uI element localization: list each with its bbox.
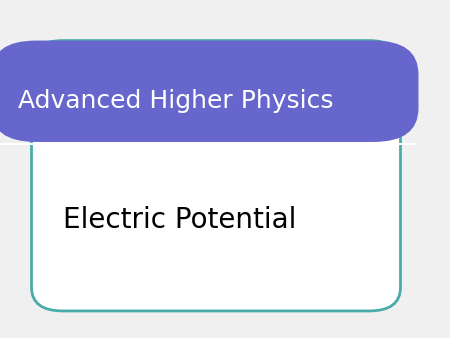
Text: Advanced Higher Physics: Advanced Higher Physics: [18, 89, 333, 114]
FancyBboxPatch shape: [0, 41, 418, 142]
FancyBboxPatch shape: [32, 41, 400, 311]
Text: Electric Potential: Electric Potential: [63, 206, 297, 234]
